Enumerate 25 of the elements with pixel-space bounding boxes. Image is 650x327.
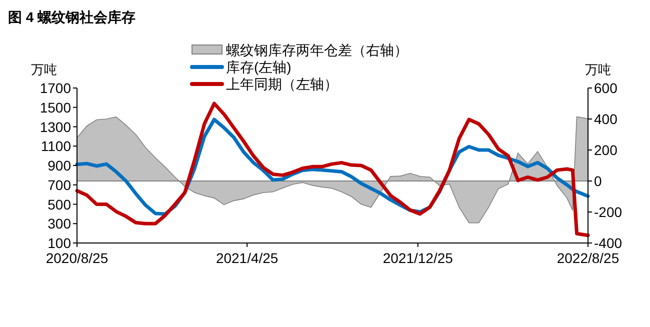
y2-axis-title: 万吨 <box>585 62 611 77</box>
y-tick-label: 1500 <box>40 99 72 116</box>
legend-label: 库存(左轴) <box>226 59 292 75</box>
y-tick-label: 1100 <box>40 138 72 154</box>
y-tick-label: 500 <box>48 196 72 212</box>
y2-tick-label: 600 <box>594 80 618 96</box>
y2-tick-label: -400 <box>594 235 622 251</box>
y2-tick-label: -200 <box>594 204 622 220</box>
y-tick-label: 1700 <box>40 80 72 96</box>
y-axis-title: 万吨 <box>31 62 57 77</box>
y2-tick-label: 0 <box>594 173 602 189</box>
x-tick-label: 2021/4/25 <box>216 250 278 266</box>
y-tick-label: 300 <box>48 216 72 232</box>
y2-tick-label: 400 <box>594 111 618 127</box>
x-tick-label: 2020/8/25 <box>46 250 108 266</box>
x-tick-label: 2022/8/25 <box>556 250 620 266</box>
y-tick-label: 900 <box>48 158 72 174</box>
legend-label: 上年同期（左轴） <box>226 76 338 92</box>
y-tick-label: 700 <box>48 176 72 193</box>
y2-tick-label: 200 <box>594 142 618 158</box>
y-tick-label: 1300 <box>40 118 72 135</box>
y-tick-label: 100 <box>48 235 72 251</box>
legend-label: 螺纹钢库存两年仓差（右轴） <box>226 42 408 58</box>
title: 图 4 螺纹钢社会库存 <box>8 9 136 25</box>
x-tick-label: 2021/12/25 <box>382 250 454 266</box>
